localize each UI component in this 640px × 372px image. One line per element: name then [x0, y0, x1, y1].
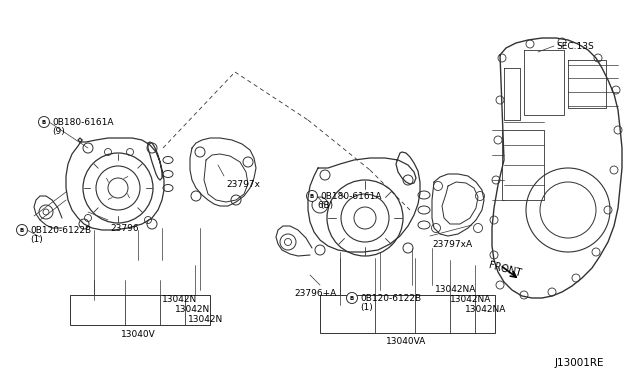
Text: B: B: [20, 228, 24, 232]
Circle shape: [38, 116, 49, 128]
Text: B: B: [42, 119, 46, 125]
Text: 0B120-6122B: 0B120-6122B: [360, 294, 421, 303]
Text: (1): (1): [360, 303, 372, 312]
Text: SEC.13S: SEC.13S: [556, 42, 594, 51]
Text: (1): (1): [30, 235, 43, 244]
Text: 13042NA: 13042NA: [450, 295, 492, 304]
Text: 13042NA: 13042NA: [465, 305, 506, 314]
Text: 0B120-6122B: 0B120-6122B: [30, 226, 91, 235]
Text: 0B180-6161A: 0B180-6161A: [320, 192, 381, 201]
Circle shape: [17, 224, 28, 235]
Text: 6: 6: [317, 201, 323, 209]
Text: 13040V: 13040V: [120, 330, 156, 339]
Text: 23797xA: 23797xA: [432, 240, 472, 249]
Text: 23796+A: 23796+A: [294, 289, 336, 298]
Text: 13042N: 13042N: [175, 305, 211, 314]
Bar: [70, 295, 210, 325]
Text: 23796: 23796: [110, 224, 139, 233]
Text: 13042N: 13042N: [162, 295, 197, 304]
Text: 13040VA: 13040VA: [386, 337, 426, 346]
Circle shape: [307, 190, 317, 202]
Text: 13042NA: 13042NA: [435, 285, 476, 294]
Text: FRONT: FRONT: [487, 260, 522, 278]
Text: 13042N: 13042N: [188, 315, 223, 324]
Bar: [320, 295, 495, 333]
Text: J13001RE: J13001RE: [555, 358, 605, 368]
Text: 0B180-6161A: 0B180-6161A: [52, 118, 113, 127]
Circle shape: [312, 197, 328, 213]
Text: (B): (B): [320, 201, 333, 210]
Text: B: B: [310, 193, 314, 199]
Text: 23797x: 23797x: [226, 180, 260, 189]
Text: B: B: [350, 295, 354, 301]
Text: (9): (9): [52, 127, 65, 136]
Circle shape: [346, 292, 358, 304]
